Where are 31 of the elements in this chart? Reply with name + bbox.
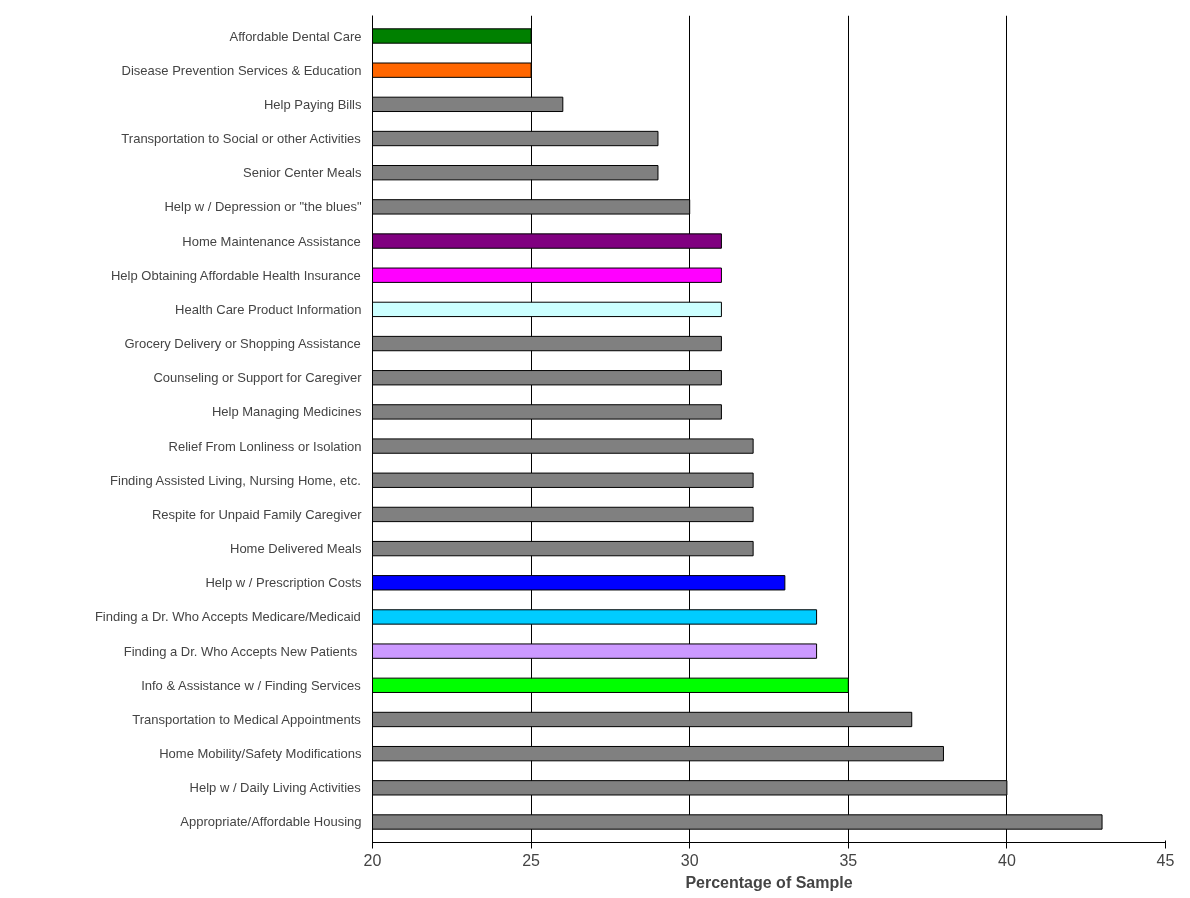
y-tick-label: Home Mobility/Safety Modifications bbox=[159, 746, 362, 762]
y-tick-label: Counseling or Support for Caregiver bbox=[153, 370, 363, 386]
y-tick-label: Transportation to Social or other Activities bbox=[121, 131, 362, 147]
y-tick-label: Senior Center Meals bbox=[243, 165, 362, 181]
y-tick-label: Health Care Product Information bbox=[175, 301, 362, 317]
y-tick-label: Transportation to Medical Appointments bbox=[132, 711, 362, 727]
y-tick-label: Info & Assistance w / Finding Services bbox=[141, 677, 362, 693]
y-tick-label: Disease Prevention Services & Education bbox=[121, 62, 362, 78]
y-tick-label: Help w / Daily Living Activities bbox=[189, 780, 362, 796]
x-tick-label: 35 bbox=[839, 851, 858, 869]
y-tick-label: Finding a Dr. Who Accepts Medicare/Medicaid bbox=[94, 609, 361, 625]
x-tick-label: 20 bbox=[363, 851, 382, 869]
y-tick-label: Home Delivered Meals bbox=[230, 541, 362, 557]
x-tick-label: 45 bbox=[1156, 851, 1175, 869]
y-tick-label: Help Managing Medicines bbox=[211, 404, 362, 420]
y-tick-label: Help w / Prescription Costs bbox=[205, 575, 362, 591]
x-tick-label: 30 bbox=[680, 851, 699, 869]
x-axis-title: Percentage of Sample bbox=[685, 873, 853, 891]
y-tick-label: Help w / Depression or "the blues" bbox=[164, 199, 362, 215]
x-tick-label: 40 bbox=[998, 851, 1016, 869]
y-tick-label: Finding Assisted Living, Nursing Home, etc. bbox=[110, 472, 361, 488]
y-tick-label: Finding a Dr. Who Accepts New Patients bbox=[123, 643, 358, 659]
y-tick-label: Help Paying Bills bbox=[263, 96, 362, 112]
y-tick-label: Appropriate/Affordable Housing bbox=[180, 814, 362, 830]
x-tick-label: 25 bbox=[522, 851, 541, 869]
y-tick-label: Relief From Lonliness or Isolation bbox=[168, 438, 362, 454]
y-tick-label: Help Obtaining Affordable Health Insurance bbox=[110, 267, 361, 283]
y-tick-label: Affordable Dental Care bbox=[229, 28, 362, 44]
y-tick-label: Respite for Unpaid Family Caregiver bbox=[151, 506, 363, 522]
y-tick-label: Home Maintenance Assistance bbox=[182, 233, 361, 249]
y-tick-label: Grocery Delivery or Shopping Assistance bbox=[124, 336, 361, 352]
